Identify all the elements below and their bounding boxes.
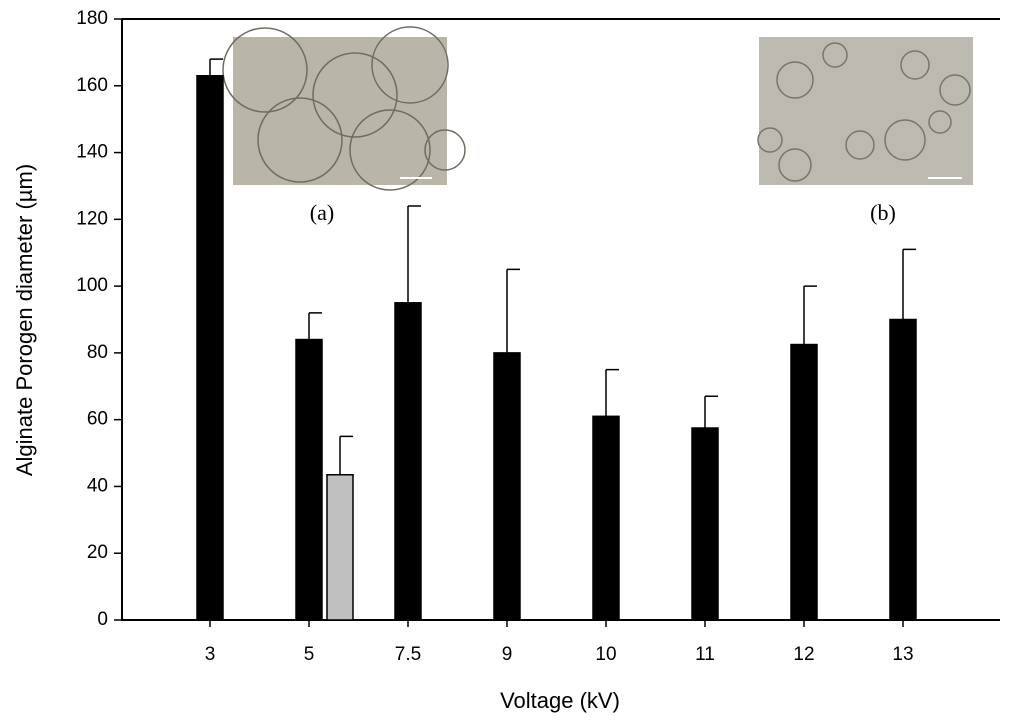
error-bar bbox=[407, 205, 421, 303]
annotation: (b) bbox=[870, 200, 896, 225]
x-tick-label: 3 bbox=[205, 644, 216, 665]
y-tick-label: 120 bbox=[76, 208, 108, 229]
bar bbox=[493, 352, 521, 621]
y-tick-label: 180 bbox=[76, 8, 108, 29]
y-tick-label: 0 bbox=[97, 609, 108, 630]
error-bar bbox=[339, 435, 353, 475]
inset-a bbox=[222, 26, 466, 191]
y-tick-label: 160 bbox=[76, 75, 108, 96]
annotation: (a) bbox=[310, 200, 334, 225]
bar bbox=[394, 302, 422, 621]
inset-b bbox=[757, 37, 973, 185]
bar bbox=[790, 343, 818, 621]
x-tick-label: 7.5 bbox=[395, 644, 421, 665]
x-tick-label: 10 bbox=[595, 644, 616, 665]
bar bbox=[592, 415, 620, 621]
x-tick-label: 12 bbox=[793, 644, 814, 665]
error-bar bbox=[902, 248, 916, 320]
bar bbox=[196, 75, 224, 621]
error-bar bbox=[506, 268, 520, 353]
y-tick-label: 20 bbox=[87, 542, 108, 563]
error-bar bbox=[209, 58, 223, 76]
x-tick-label: 9 bbox=[502, 644, 513, 665]
y-tick-label: 80 bbox=[87, 342, 108, 363]
y-tick-label: 60 bbox=[87, 409, 108, 430]
bar bbox=[295, 338, 323, 621]
y-tick-label: 140 bbox=[76, 142, 108, 163]
x-axis-title: Voltage (kV) bbox=[500, 688, 620, 713]
bar bbox=[326, 474, 354, 621]
bar bbox=[691, 427, 719, 621]
bar bbox=[889, 318, 917, 621]
error-bar bbox=[308, 312, 322, 340]
error-bar bbox=[605, 368, 619, 417]
x-tick-label: 13 bbox=[892, 644, 913, 665]
error-bar bbox=[803, 285, 817, 345]
x-tick-label: 11 bbox=[695, 644, 715, 665]
error-bar bbox=[704, 395, 718, 429]
y-axis-title: Alginate Porogen diameter (µm) bbox=[12, 164, 37, 476]
y-tick-label: 40 bbox=[87, 475, 108, 496]
y-tick-label: 100 bbox=[76, 275, 108, 296]
x-tick-label: 5 bbox=[304, 644, 315, 665]
